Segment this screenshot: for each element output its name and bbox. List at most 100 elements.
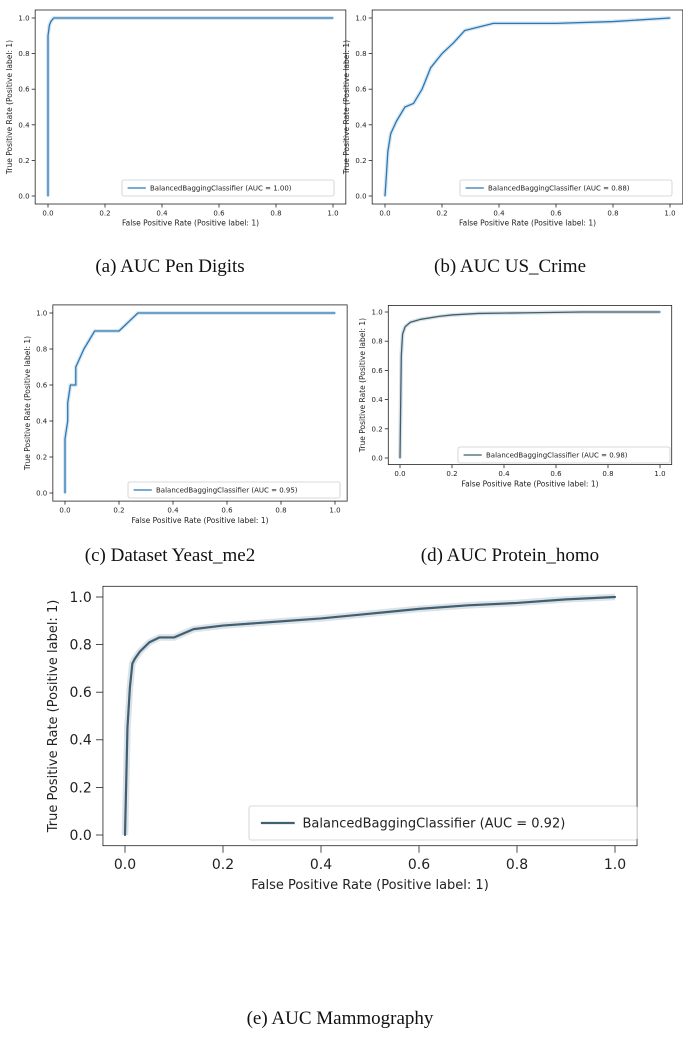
x-tick-label: 0.8 [275, 507, 286, 515]
caption-c: (c) Dataset Yeast_me2 [84, 545, 256, 566]
y-tick-label: 1.0 [372, 308, 383, 316]
x-tick-label: 0.8 [270, 210, 281, 218]
legend-label: BalancedBaggingClassifier (AUC = 0.98) [486, 452, 628, 460]
x-axis-label: False Positive Rate (Positive label: 1) [459, 219, 596, 228]
x-tick-label: 0.0 [42, 210, 53, 218]
roc-curve-series-0 [64, 312, 336, 494]
y-tick-label: 0.6 [18, 86, 30, 94]
chart-panel-c: 0.0 0.2 0.4 0.6 0.8 1.0 0.0 0.2 0.4 0.6 0.8 1.0 Fals… [0, 300, 348, 540]
x-tick-label: 0.8 [607, 210, 618, 218]
y-tick-label: 0.2 [372, 425, 383, 433]
x-tick-label: 0.6 [213, 210, 225, 218]
legend-label: BalancedBaggingClassifier (AUC = 0.95) [156, 487, 298, 495]
y-tick-label: 0.0 [18, 192, 29, 200]
y-tick-label: 0.2 [18, 157, 29, 165]
x-tick-label: 0.6 [550, 210, 562, 218]
y-tick-label: 1.0 [18, 14, 29, 22]
axes-frame [371, 9, 683, 205]
x-tick-label: 0.4 [493, 210, 505, 218]
y-tick-label: 1.0 [355, 14, 366, 22]
chart-panel-b: 0.0 0.2 0.4 0.6 0.8 1.0 0.0 0.2 0.4 0.6 0.8 1.0 Fals… [340, 0, 683, 240]
y-tick-label: 0.4 [69, 733, 91, 749]
y-tick-label: 0.4 [372, 396, 384, 404]
chart-panel-d: 0.0 0.2 0.4 0.6 0.8 1.0 0.0 0.2 0.4 0.6 0.8 1.0 Fals… [340, 300, 683, 540]
caption-e: (e) AUC Mammography [246, 1008, 434, 1029]
y-tick-label: 0.6 [372, 367, 384, 375]
y-tick-label: 0.2 [36, 453, 47, 461]
y-tick-label: 0.4 [18, 121, 30, 129]
roc-chart-yeast-me2: 0.0 0.2 0.4 0.6 0.8 1.0 0.0 0.2 0.4 0.6 0.8 1.0 Fals… [23, 304, 348, 525]
x-tick-label: 1.0 [329, 507, 340, 515]
caption-b: (b) AUC US_Crime [434, 256, 586, 277]
axes-frame [52, 304, 348, 502]
axes-frame [102, 585, 638, 847]
x-tick-label: 1.0 [604, 857, 626, 873]
roc-curve-series-0 [399, 311, 661, 459]
x-axis-label: False Positive Rate (Positive label: 1) [251, 878, 489, 893]
y-axis-label: True Positive Rate (Positive label: 1) [358, 318, 367, 453]
roc-curve-series-0 [384, 17, 671, 197]
y-tick-label: 1.0 [69, 590, 91, 606]
x-axis-label: False Positive Rate (Positive label: 1) [131, 516, 268, 525]
chart-panel-a: 0.0 0.2 0.4 0.6 0.8 1.0 0.0 0.2 0.4 0.6 0.8 1.0 Fals… [0, 0, 347, 240]
y-axis-label: True Positive Rate (Positive label: 1) [23, 336, 32, 471]
roc-curve-halo [63, 311, 335, 493]
y-tick-label: 0.2 [69, 780, 91, 796]
x-tick-label: 0.6 [221, 507, 233, 515]
roc-chart-pen-digits: 0.0 0.2 0.4 0.6 0.8 1.0 0.0 0.2 0.4 0.6 0.8 1.0 Fals… [5, 9, 347, 228]
y-tick-label: 0.4 [36, 417, 48, 425]
x-tick-label: 0.4 [498, 470, 510, 478]
y-tick-label: 0.2 [355, 157, 366, 165]
y-axis-label: True Positive Rate (Positive label: 1) [5, 40, 14, 175]
x-tick-label: 0.0 [114, 857, 136, 873]
x-tick-label: 1.0 [664, 210, 675, 218]
y-tick-label: 0.8 [355, 50, 366, 58]
x-tick-label: 0.6 [550, 470, 562, 478]
roc-chart-us-crime: 0.0 0.2 0.4 0.6 0.8 1.0 0.0 0.2 0.4 0.6 0.8 1.0 Fals… [342, 9, 683, 228]
x-tick-label: 0.2 [446, 470, 457, 478]
legend-box [459, 179, 673, 197]
y-tick-label: 0.0 [36, 489, 47, 497]
legend-label: BalancedBaggingClassifier (AUC = 1.00) [150, 185, 292, 193]
roc-curve-halo [121, 593, 616, 836]
axes-frame [387, 305, 673, 465]
y-tick-label: 0.8 [69, 638, 91, 654]
axes-frame [34, 9, 347, 205]
x-tick-label: 0.2 [99, 210, 110, 218]
x-tick-label: 0.4 [310, 857, 332, 873]
y-tick-label: 0.0 [372, 454, 383, 462]
y-tick-label: 1.0 [36, 309, 47, 317]
x-tick-label: 0.8 [506, 857, 528, 873]
roc-chart-protein-homo: 0.0 0.2 0.4 0.6 0.8 1.0 0.0 0.2 0.4 0.6 0.8 1.0 Fals… [358, 305, 673, 488]
caption-d: (d) AUC Protein_homo [420, 545, 600, 566]
y-tick-label: 0.8 [36, 345, 47, 353]
x-tick-label: 0.8 [602, 470, 613, 478]
y-tick-label: 0.0 [69, 828, 91, 844]
roc-curve-halo [46, 16, 333, 196]
caption-a: (a) AUC Pen Digits [95, 256, 245, 277]
x-tick-label: 1.0 [327, 210, 338, 218]
x-tick-label: 0.4 [167, 507, 179, 515]
roc-chart-mammography: 0.0 0.2 0.4 0.6 0.8 1.0 0.0 0.2 0.4 0.6 0.8 1.0 Fals… [46, 585, 638, 893]
legend-label: BalancedBaggingClassifier (AUC = 0.88) [488, 185, 630, 193]
legend-label: BalancedBaggingClassifier (AUC = 0.92) [303, 817, 566, 832]
y-tick-label: 0.4 [355, 121, 367, 129]
x-tick-label: 0.2 [113, 507, 124, 515]
x-axis-label: False Positive Rate (Positive label: 1) [461, 479, 598, 488]
roc-curve-series-0 [123, 595, 617, 837]
x-tick-label: 0.2 [212, 857, 234, 873]
x-axis-label: False Positive Rate (Positive label: 1) [122, 219, 259, 228]
y-tick-label: 0.8 [372, 338, 383, 346]
x-tick-label: 1.0 [654, 470, 665, 478]
legend-box [248, 805, 638, 841]
legend-box [121, 179, 335, 197]
legend-box [457, 446, 671, 464]
y-axis-label: True Positive Rate (Positive label: 1) [46, 600, 61, 834]
y-tick-label: 0.0 [355, 192, 366, 200]
chart-panel-e: 0.0 0.2 0.4 0.6 0.8 1.0 0.0 0.2 0.4 0.6 0.8 1.0 Fals… [0, 575, 683, 1000]
x-tick-label: 0.0 [379, 210, 390, 218]
legend-box [127, 481, 341, 499]
roc-curve-series-0 [47, 17, 334, 197]
y-tick-label: 0.6 [36, 381, 48, 389]
x-tick-label: 0.6 [408, 857, 430, 873]
